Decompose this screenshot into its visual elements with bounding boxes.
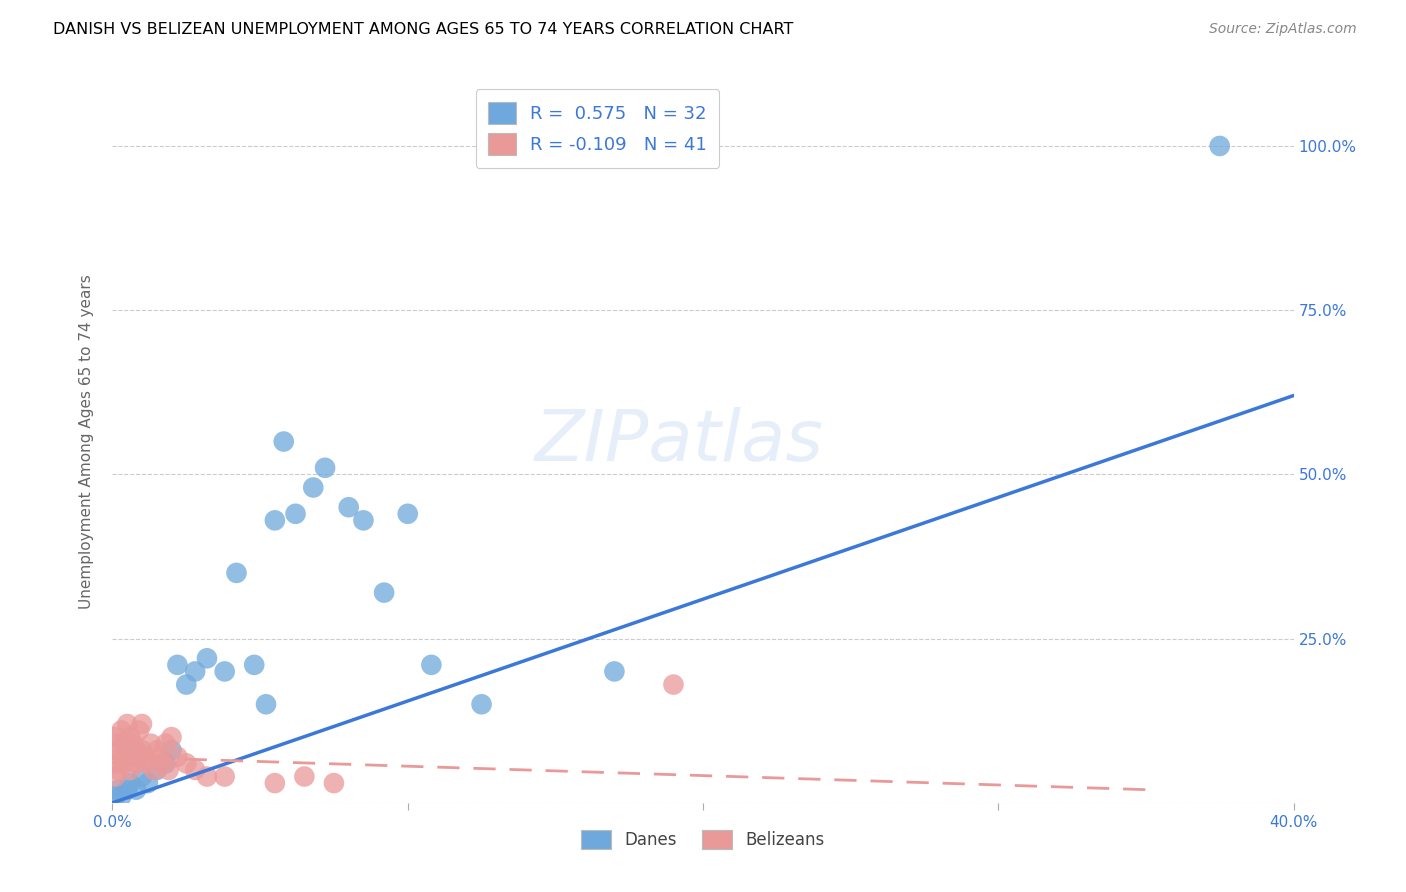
Point [155, 756, 177, 771]
Point [264, 513, 287, 527]
Point [120, 730, 142, 744]
Point [128, 723, 150, 738]
Point [603, 665, 626, 679]
Point [184, 763, 207, 777]
Point [420, 657, 443, 672]
Point [314, 460, 336, 475]
Text: ZIPatlas: ZIPatlas [534, 407, 824, 476]
Point [107, 737, 129, 751]
Point [292, 770, 315, 784]
Point [136, 756, 159, 771]
Point [264, 776, 287, 790]
Point [131, 717, 153, 731]
Point [128, 749, 150, 764]
Point [146, 743, 169, 757]
Point [146, 763, 169, 777]
Point [131, 743, 153, 757]
Point [166, 749, 188, 764]
Point [104, 756, 127, 771]
Point [110, 723, 132, 738]
Legend: Danes, Belizeans: Danes, Belizeans [575, 823, 831, 856]
Point [104, 789, 127, 804]
Point [117, 743, 138, 757]
Point [195, 651, 218, 665]
Point [117, 782, 138, 797]
Point [112, 756, 135, 771]
Point [184, 665, 207, 679]
Text: DANISH VS BELIZEAN UNEMPLOYMENT AMONG AGES 65 TO 74 YEARS CORRELATION CHART: DANISH VS BELIZEAN UNEMPLOYMENT AMONG AG… [53, 22, 794, 37]
Point [125, 756, 148, 771]
Point [284, 507, 307, 521]
Point [373, 585, 395, 599]
Point [120, 776, 142, 790]
Point [110, 789, 132, 804]
Point [149, 749, 172, 764]
Point [195, 770, 218, 784]
Point [139, 737, 162, 751]
Point [142, 763, 165, 777]
Point [122, 737, 145, 751]
Point [104, 770, 127, 784]
Point [337, 500, 360, 515]
Point [273, 434, 295, 449]
Point [396, 507, 419, 521]
Point [157, 763, 180, 777]
Point [104, 743, 127, 757]
Point [166, 657, 188, 672]
Point [662, 677, 685, 691]
Point [352, 513, 374, 527]
Point [125, 743, 148, 757]
Point [112, 737, 135, 751]
Text: Source: ZipAtlas.com: Source: ZipAtlas.com [1209, 22, 1357, 37]
Point [104, 730, 127, 744]
Point [214, 770, 236, 784]
Point [117, 717, 138, 731]
Point [125, 782, 148, 797]
Point [174, 756, 197, 771]
Point [110, 749, 132, 764]
Point [131, 770, 153, 784]
Point [323, 776, 346, 790]
Point [225, 566, 247, 580]
Point [107, 763, 129, 777]
Point [254, 698, 277, 712]
Point [214, 665, 236, 679]
Point [107, 782, 129, 797]
Point [120, 763, 142, 777]
Point [1208, 139, 1232, 153]
Point [302, 481, 325, 495]
Point [134, 749, 156, 764]
Point [155, 737, 177, 751]
Point [160, 743, 183, 757]
Point [160, 730, 183, 744]
Point [174, 677, 197, 691]
Point [470, 698, 494, 712]
Point [136, 776, 159, 790]
Point [152, 756, 174, 771]
Point [243, 657, 266, 672]
Y-axis label: Unemployment Among Ages 65 to 74 years: Unemployment Among Ages 65 to 74 years [79, 274, 94, 609]
Point [122, 749, 145, 764]
